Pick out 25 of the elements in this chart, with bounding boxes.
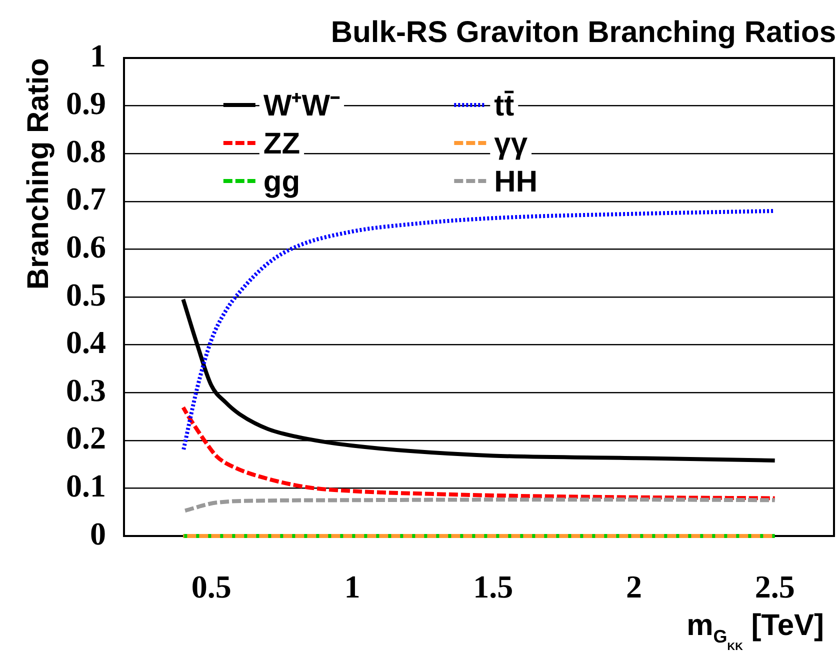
y-tick-label: 0.5 [66,276,106,312]
x-tick-label: 0.5 [191,568,232,604]
y-tick-label: 0.8 [66,132,106,169]
legend-label: gg [263,165,300,198]
y-tick-label: 0 [90,515,106,552]
chart-title: Bulk-RS Graviton Branching Ratios [330,16,836,49]
y-axis-title: Branching Ratio [22,58,55,290]
legend-label: tt̄ [494,89,514,122]
x-tick-label: 2 [626,568,642,604]
y-tick-label: 0.9 [66,85,106,122]
legend-label: γγ [494,127,528,160]
y-tick-label: 0.2 [66,420,106,456]
x-tick-label: 1.5 [473,568,514,604]
y-tick-label: 1 [90,37,106,74]
y-tick-label: 0.7 [66,180,106,217]
legend-label: W⁺W⁻ [263,89,340,122]
x-tick-label: 2.5 [754,568,795,604]
line-series [181,405,777,500]
y-tick-label: 0.6 [66,228,106,264]
y-tick-label: 0.4 [66,324,106,360]
legend-label: HH [494,165,538,198]
y-tick-label: 0.1 [66,467,106,504]
x-tick-label: 1 [344,568,360,604]
y-tick-label: 0.3 [66,372,106,408]
legend-label: ZZ [263,127,300,160]
